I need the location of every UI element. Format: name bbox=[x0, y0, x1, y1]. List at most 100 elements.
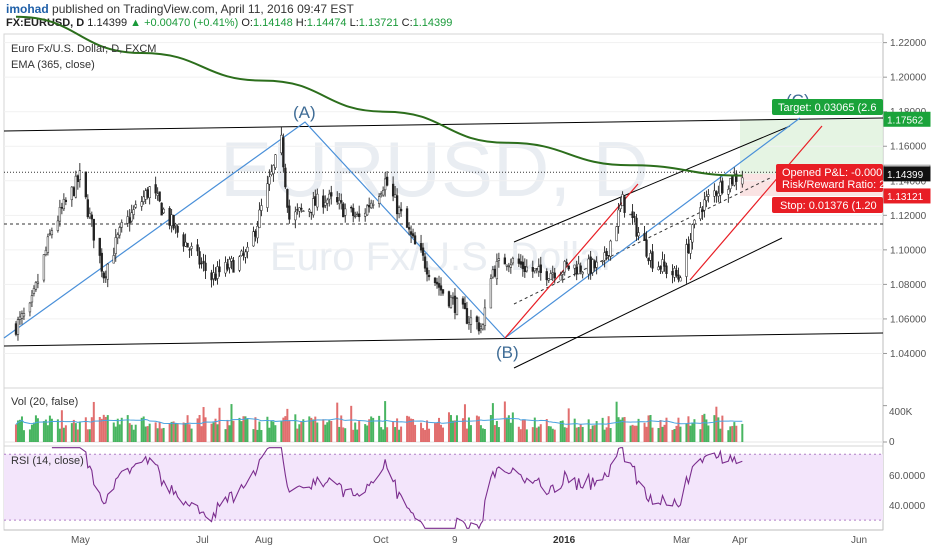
channel-lower-line[interactable] bbox=[513, 237, 783, 369]
candle[interactable] bbox=[200, 257, 203, 269]
candle[interactable] bbox=[391, 176, 395, 202]
candle[interactable] bbox=[258, 202, 261, 229]
candle[interactable] bbox=[60, 202, 64, 215]
candle[interactable] bbox=[617, 202, 620, 234]
candle[interactable] bbox=[447, 290, 451, 309]
candle[interactable] bbox=[294, 206, 297, 229]
candle[interactable] bbox=[733, 167, 736, 187]
candle[interactable] bbox=[433, 277, 437, 286]
candle[interactable] bbox=[719, 176, 722, 203]
candle[interactable] bbox=[144, 188, 147, 204]
candle[interactable] bbox=[699, 201, 702, 222]
candle[interactable] bbox=[286, 188, 289, 213]
candle[interactable] bbox=[146, 187, 149, 200]
candle[interactable] bbox=[409, 225, 413, 243]
candle[interactable] bbox=[204, 254, 207, 280]
candle[interactable] bbox=[106, 263, 109, 288]
candle[interactable] bbox=[629, 213, 632, 216]
candle[interactable] bbox=[16, 316, 20, 341]
candle[interactable] bbox=[661, 251, 664, 274]
candle[interactable] bbox=[553, 267, 556, 284]
candle[interactable] bbox=[44, 246, 48, 257]
candle[interactable] bbox=[316, 188, 319, 211]
candle[interactable] bbox=[190, 242, 193, 256]
ema-line[interactable] bbox=[15, 15, 743, 177]
candle[interactable] bbox=[302, 210, 305, 212]
candle[interactable] bbox=[252, 226, 255, 247]
candle[interactable] bbox=[196, 239, 199, 256]
candle[interactable] bbox=[483, 299, 487, 331]
candle[interactable] bbox=[156, 187, 159, 201]
candle[interactable] bbox=[336, 191, 339, 205]
candle[interactable] bbox=[469, 309, 473, 333]
candle[interactable] bbox=[505, 264, 509, 271]
candle[interactable] bbox=[727, 185, 730, 203]
candle[interactable] bbox=[312, 191, 315, 218]
candle[interactable] bbox=[595, 256, 598, 275]
candle[interactable] bbox=[116, 232, 119, 245]
candle[interactable] bbox=[128, 209, 131, 232]
candle[interactable] bbox=[354, 211, 357, 219]
candle[interactable] bbox=[479, 323, 483, 334]
candle[interactable] bbox=[72, 186, 75, 197]
candle[interactable] bbox=[441, 289, 445, 296]
candle[interactable] bbox=[509, 258, 512, 274]
candle[interactable] bbox=[565, 258, 568, 267]
candle[interactable] bbox=[170, 208, 173, 233]
candle[interactable] bbox=[134, 200, 137, 209]
candle[interactable] bbox=[162, 207, 165, 215]
candle[interactable] bbox=[511, 256, 514, 266]
candle[interactable] bbox=[605, 248, 608, 261]
candle[interactable] bbox=[182, 232, 185, 252]
candle[interactable] bbox=[579, 262, 582, 275]
candle[interactable] bbox=[240, 249, 243, 257]
candle[interactable] bbox=[707, 189, 710, 203]
candle[interactable] bbox=[148, 186, 151, 205]
candle[interactable] bbox=[260, 198, 263, 217]
candle[interactable] bbox=[366, 204, 369, 216]
candle[interactable] bbox=[481, 323, 485, 331]
candle[interactable] bbox=[427, 269, 431, 281]
candle[interactable] bbox=[86, 194, 89, 219]
pnl-label-box[interactable] bbox=[776, 164, 883, 192]
candle[interactable] bbox=[437, 275, 441, 296]
candle[interactable] bbox=[176, 224, 179, 238]
candle[interactable] bbox=[435, 277, 439, 289]
candle[interactable] bbox=[104, 270, 107, 283]
candle[interactable] bbox=[168, 206, 171, 230]
candle[interactable] bbox=[705, 190, 708, 208]
candle[interactable] bbox=[561, 270, 564, 283]
candle[interactable] bbox=[663, 254, 666, 272]
candle[interactable] bbox=[224, 256, 227, 277]
volume-pane-title[interactable]: Vol (20, false) bbox=[11, 396, 78, 408]
candle[interactable] bbox=[246, 242, 249, 259]
candle[interactable] bbox=[254, 229, 257, 242]
candle[interactable] bbox=[268, 169, 271, 191]
candle[interactable] bbox=[467, 315, 471, 330]
candle[interactable] bbox=[563, 260, 566, 276]
candle[interactable] bbox=[230, 255, 233, 270]
candle[interactable] bbox=[202, 253, 205, 272]
candle[interactable] bbox=[633, 211, 636, 223]
candle[interactable] bbox=[559, 271, 562, 281]
candle[interactable] bbox=[282, 133, 285, 172]
candle[interactable] bbox=[74, 170, 77, 199]
candle[interactable] bbox=[340, 193, 343, 210]
candle[interactable] bbox=[685, 238, 688, 284]
candle[interactable] bbox=[120, 219, 123, 233]
candle[interactable] bbox=[42, 254, 46, 283]
candle[interactable] bbox=[358, 205, 361, 222]
candle[interactable] bbox=[475, 315, 479, 330]
candle[interactable] bbox=[22, 307, 26, 321]
candle[interactable] bbox=[455, 296, 459, 316]
candle[interactable] bbox=[344, 203, 347, 223]
candle[interactable] bbox=[463, 296, 467, 310]
target-label-box[interactable] bbox=[772, 99, 883, 115]
candle[interactable] bbox=[64, 197, 68, 206]
candle[interactable] bbox=[36, 273, 40, 289]
red-trend-line-2[interactable] bbox=[689, 125, 823, 281]
candle[interactable] bbox=[567, 265, 570, 271]
candle[interactable] bbox=[701, 206, 704, 220]
wave-fib-line[interactable] bbox=[3, 117, 801, 339]
rsi-line[interactable] bbox=[51, 447, 743, 530]
